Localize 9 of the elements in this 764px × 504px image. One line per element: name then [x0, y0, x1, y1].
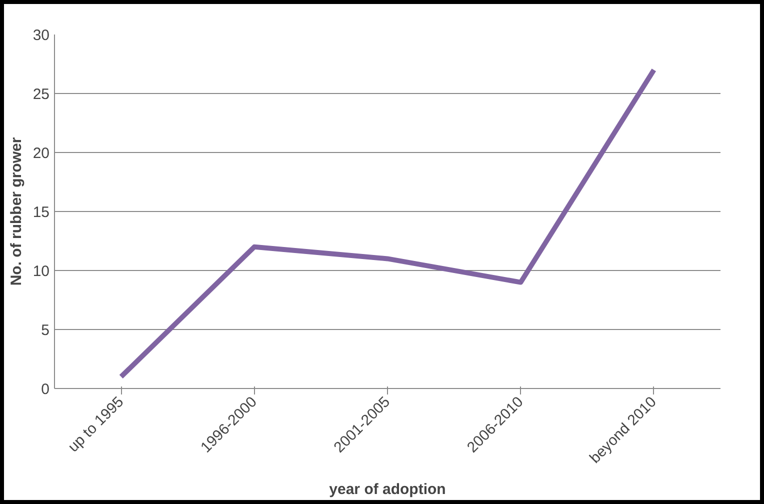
- y-tick-label: 0: [41, 381, 50, 398]
- y-axis-title: No. of rubber grower: [8, 137, 25, 286]
- y-tick-label: 10: [32, 263, 50, 280]
- y-tick-label: 15: [32, 204, 50, 221]
- y-tick-label: 30: [32, 27, 50, 44]
- y-tick-label: 5: [41, 322, 50, 339]
- y-tick-label: 20: [32, 145, 50, 162]
- y-tick-label: 25: [32, 86, 50, 103]
- x-axis-title: year of adoption: [329, 480, 446, 498]
